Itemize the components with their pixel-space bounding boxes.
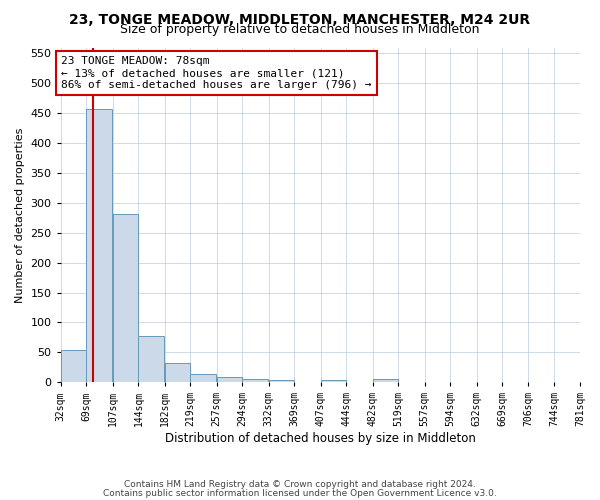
Bar bbox=[139, 336, 164, 382]
Y-axis label: Number of detached properties: Number of detached properties bbox=[15, 127, 25, 302]
Bar bbox=[190, 374, 216, 382]
Text: 23 TONGE MEADOW: 78sqm
← 13% of detached houses are smaller (121)
86% of semi-de: 23 TONGE MEADOW: 78sqm ← 13% of detached… bbox=[61, 56, 372, 90]
Bar bbox=[373, 379, 398, 382]
Text: Contains public sector information licensed under the Open Government Licence v3: Contains public sector information licen… bbox=[103, 488, 497, 498]
Text: 23, TONGE MEADOW, MIDDLETON, MANCHESTER, M24 2UR: 23, TONGE MEADOW, MIDDLETON, MANCHESTER,… bbox=[70, 12, 530, 26]
Bar bbox=[61, 350, 86, 382]
Bar bbox=[269, 380, 295, 382]
Bar bbox=[217, 377, 242, 382]
Bar bbox=[321, 380, 346, 382]
Bar bbox=[113, 214, 139, 382]
Text: Size of property relative to detached houses in Middleton: Size of property relative to detached ho… bbox=[120, 22, 480, 36]
Text: Contains HM Land Registry data © Crown copyright and database right 2024.: Contains HM Land Registry data © Crown c… bbox=[124, 480, 476, 489]
Bar bbox=[86, 109, 112, 382]
X-axis label: Distribution of detached houses by size in Middleton: Distribution of detached houses by size … bbox=[165, 432, 476, 445]
Bar bbox=[242, 379, 268, 382]
Bar bbox=[165, 363, 190, 382]
